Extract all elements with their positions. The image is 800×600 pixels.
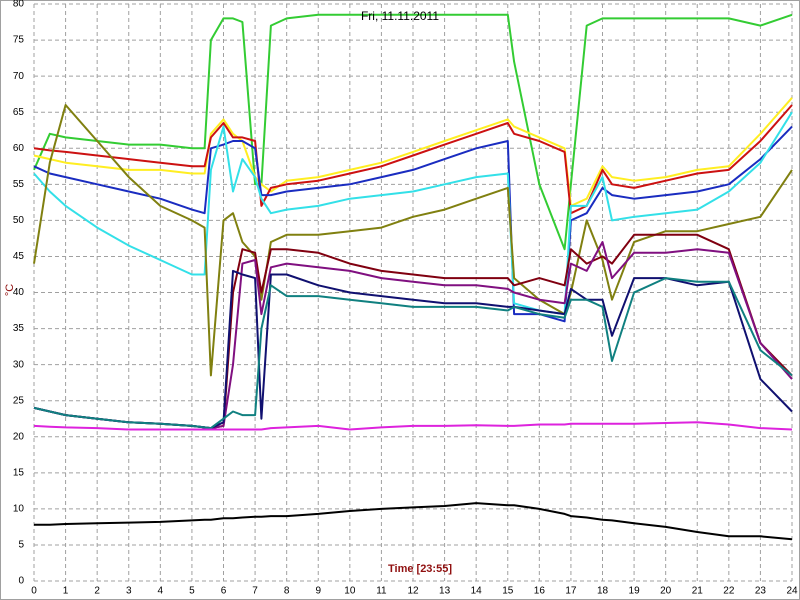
y-tick-label: 25 xyxy=(13,395,25,406)
y-tick-label: 45 xyxy=(13,251,25,262)
x-tick-label: 14 xyxy=(471,586,483,597)
series-line xyxy=(33,125,793,323)
y-tick-label: 75 xyxy=(13,35,25,46)
lines xyxy=(33,13,793,541)
x-tick-label: 20 xyxy=(660,586,672,597)
y-tick-label: 10 xyxy=(13,504,25,515)
x-tick-label: 17 xyxy=(565,586,577,597)
x-tick-label: 1 xyxy=(63,586,69,597)
x-axis-label: Time [23:55] xyxy=(388,563,452,575)
y-tick-label: 50 xyxy=(13,215,25,226)
x-tick-label: 10 xyxy=(344,586,356,597)
x-tick-label: 4 xyxy=(158,586,164,597)
x-tick-label: 24 xyxy=(786,586,798,597)
y-tick-label: 70 xyxy=(13,71,25,82)
series-line xyxy=(33,421,793,431)
x-tick-label: 7 xyxy=(252,586,258,597)
x-tick-label: 13 xyxy=(439,586,451,597)
x-tick-label: 15 xyxy=(502,586,514,597)
y-tick-label: 55 xyxy=(13,179,25,190)
x-tick-label: 9 xyxy=(315,586,321,597)
y-tick-label: 65 xyxy=(13,107,25,118)
x-tick-label: 18 xyxy=(597,586,609,597)
series-line xyxy=(33,277,793,430)
y-tick-label: 15 xyxy=(13,467,25,478)
x-tick-label: 12 xyxy=(407,586,419,597)
y-tick-label: 5 xyxy=(18,540,24,551)
x-tick-label: 22 xyxy=(723,586,735,597)
series-line xyxy=(33,104,793,215)
y-tick-label: 35 xyxy=(13,323,25,334)
y-tick-label: 20 xyxy=(13,431,25,442)
x-tick-label: 3 xyxy=(126,586,132,597)
chart-title: Fri, 11.11.2011 xyxy=(361,9,439,23)
x-tick-label: 8 xyxy=(284,586,290,597)
y-tick-label: 40 xyxy=(13,287,25,298)
x-tick-label: 6 xyxy=(221,586,227,597)
x-tick-label: 23 xyxy=(755,586,767,597)
x-tick-label: 19 xyxy=(629,586,641,597)
y-tick-label: 30 xyxy=(13,359,25,370)
y-tick-label: 80 xyxy=(13,0,25,10)
y-tick-label: 60 xyxy=(13,143,25,154)
x-tick-label: 2 xyxy=(94,586,100,597)
x-tick-label: 21 xyxy=(692,586,704,597)
series-line xyxy=(33,104,793,377)
series-line xyxy=(33,111,793,316)
x-tick-label: 16 xyxy=(534,586,546,597)
x-tick-label: 5 xyxy=(189,586,195,597)
y-tick-label: 0 xyxy=(18,576,24,587)
y-axis-label: °C xyxy=(4,284,16,296)
series-line xyxy=(34,502,793,541)
series-line xyxy=(33,13,793,251)
series-line xyxy=(33,97,793,207)
x-tick-label: 11 xyxy=(376,586,387,597)
x-tick-label: 0 xyxy=(31,586,37,597)
